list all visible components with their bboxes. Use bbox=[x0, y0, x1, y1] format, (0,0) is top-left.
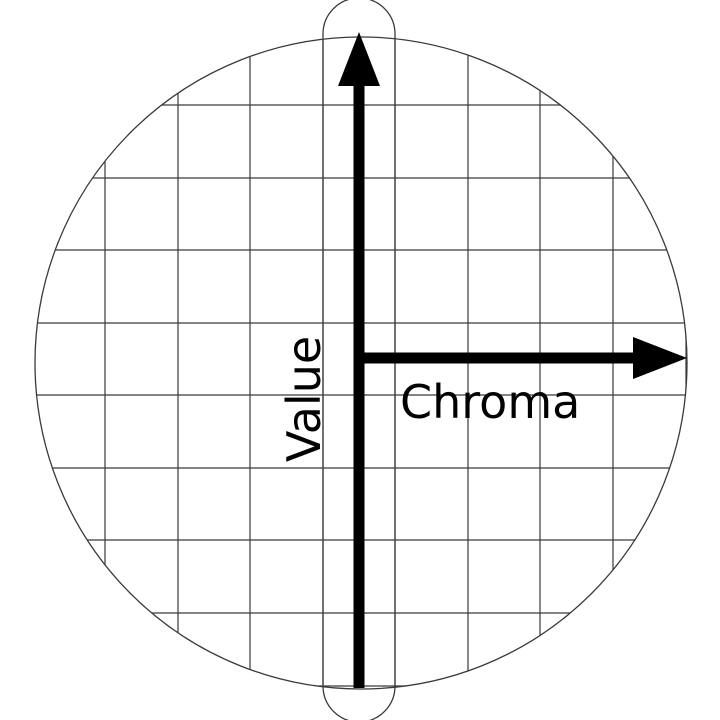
chroma-axis-arrowhead bbox=[633, 337, 687, 379]
chroma-axis-label: Chroma bbox=[400, 375, 580, 429]
value-axis-label: Value bbox=[277, 336, 331, 462]
value-axis-arrowhead bbox=[338, 32, 380, 86]
hue-circle bbox=[34, 36, 688, 690]
